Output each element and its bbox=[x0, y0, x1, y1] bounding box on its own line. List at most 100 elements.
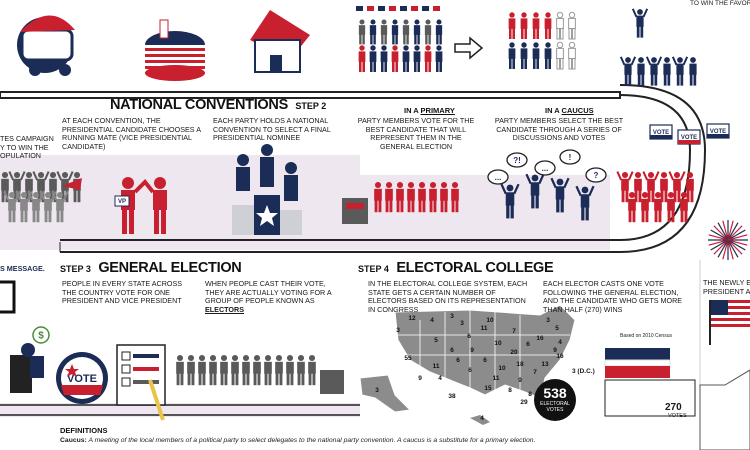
ballot-box-icon bbox=[342, 198, 368, 224]
electoral-total-badge bbox=[534, 379, 576, 421]
left-fragment-line3: OPULATION bbox=[0, 151, 42, 161]
state-electoral-number: 10 bbox=[498, 365, 506, 372]
state-electoral-number: 6 bbox=[467, 333, 471, 340]
state-electoral-number: 6 bbox=[483, 357, 487, 364]
national-conventions-step: STEP 2 bbox=[295, 101, 327, 111]
state-electoral-number: 18 bbox=[516, 361, 524, 368]
result-bars bbox=[604, 348, 696, 417]
state-electoral-number: 13 bbox=[541, 361, 549, 368]
primary-heading: IN A PRIMARY bbox=[404, 106, 455, 115]
state-electoral-number: 6 bbox=[456, 357, 460, 364]
fireworks-icon bbox=[708, 220, 748, 260]
state-electoral-number: 3 bbox=[396, 327, 400, 334]
caucus-group bbox=[500, 173, 595, 221]
primary-prefix: IN A bbox=[404, 106, 419, 115]
vote-sign-text: VOTE bbox=[681, 135, 697, 141]
primary-voters-row bbox=[374, 181, 459, 213]
state-electoral-number: 5 bbox=[434, 337, 438, 344]
state-electoral-number: 16 bbox=[556, 353, 564, 360]
general-election-text-left: PEOPLE IN EVERY STATE ACROSS THE COUNTRY… bbox=[62, 279, 183, 306]
speech-bubble-text: ... bbox=[542, 164, 549, 173]
state-electoral-number: 8 bbox=[508, 387, 512, 394]
primary-text: PARTY MEMBERS VOTE FOR THE BEST CANDIDAT… bbox=[357, 116, 475, 151]
speech-bubble-text: ?! bbox=[513, 156, 521, 165]
electoral-total-label: ELECTORAL VOTES bbox=[534, 401, 576, 413]
state-electoral-number: 9 bbox=[553, 347, 557, 354]
dollar-sign: $ bbox=[38, 331, 44, 342]
left-fragment-line2: Y TO WIN THE bbox=[0, 142, 49, 152]
speech-bubble-text: ... bbox=[495, 173, 502, 182]
definition-caucus: Caucus: A meeting of the local members o… bbox=[60, 437, 535, 444]
definition-term: Caucus: bbox=[60, 437, 87, 444]
speech-bubbles: ...?!!...? bbox=[487, 149, 607, 185]
crowd-left bbox=[1, 171, 82, 223]
win-number: 270 bbox=[665, 402, 682, 413]
state-electoral-number: 11 bbox=[433, 363, 440, 370]
state-electoral-number: 5 bbox=[555, 325, 559, 332]
state-electoral-number: 15 bbox=[484, 385, 492, 392]
state-electoral-number: 9 bbox=[518, 377, 522, 384]
newly-fragment-line2: PRESIDENT A bbox=[703, 286, 750, 296]
definitions-heading: DEFINITIONS bbox=[60, 426, 108, 435]
state-electoral-number: 6 bbox=[450, 347, 454, 354]
dollar-icon bbox=[32, 326, 50, 344]
census-note: Based on 2010 Census bbox=[620, 333, 672, 339]
newly-fragment-line1: THE NEWLY EL bbox=[703, 278, 750, 287]
vote-sign-text: VOTE bbox=[653, 130, 669, 136]
speech-bubble-text: ! bbox=[569, 153, 572, 162]
national-conventions-heading: NATIONAL CONVENTIONS STEP 2 bbox=[110, 96, 326, 114]
electoral-college-step: STEP 4 bbox=[358, 264, 389, 274]
general-election-text-right-body: WHEN PEOPLE CAST THEIR VOTE, THEY ARE AC… bbox=[205, 279, 332, 306]
state-electoral-number: 4 bbox=[430, 317, 434, 324]
vote-signs: VOTE VOTE VOTE bbox=[649, 123, 730, 145]
electoral-total-number: 538 bbox=[543, 385, 567, 401]
arrow-right-icon bbox=[454, 36, 484, 60]
state-electoral-number: 9 bbox=[418, 375, 422, 382]
us-map bbox=[359, 304, 576, 425]
state-electoral-number: 3 bbox=[546, 317, 550, 324]
dc-label: 3 (D.C.) bbox=[572, 368, 595, 375]
state-electoral-number: 3 bbox=[375, 387, 379, 394]
crowd-top bbox=[356, 6, 697, 86]
state-electoral-number: 10 bbox=[486, 317, 494, 324]
vote-button-label: VOTE bbox=[67, 373, 97, 385]
vp-figures bbox=[114, 177, 167, 234]
general-election-heading: STEP 3 GENERAL ELECTION bbox=[60, 259, 242, 277]
top-illustrations bbox=[17, 10, 310, 81]
electoral-college-heading: STEP 4 ELECTORAL COLLEGE bbox=[358, 259, 554, 277]
caucus-name: CAUCUS bbox=[561, 106, 594, 115]
state-electoral-number: 12 bbox=[408, 315, 416, 322]
state-electoral-number: 38 bbox=[448, 393, 456, 400]
state-electoral-number: 3 bbox=[450, 313, 454, 320]
state-electoral-number: 10 bbox=[494, 340, 502, 347]
state-electoral-number: 29 bbox=[520, 399, 528, 406]
definition-text: A meeting of the local members of a poli… bbox=[88, 437, 536, 444]
left-fragment-line1: TES CAMPAIGN bbox=[0, 134, 54, 143]
state-electoral-number: 20 bbox=[510, 349, 518, 356]
newly-fragment: THE NEWLY EL PRESIDENT A bbox=[703, 278, 750, 296]
left-campaign-fragment: TES CAMPAIGN Y TO WIN THE OPULATION bbox=[0, 134, 60, 161]
left-props bbox=[0, 280, 44, 393]
podium bbox=[232, 144, 302, 235]
win-label: VOTES bbox=[668, 413, 687, 419]
electoral-college-text-right: EACH ELECTOR CASTS ONE VOTE FOLLOWING TH… bbox=[543, 279, 683, 314]
state-electoral-number: 3 bbox=[460, 320, 464, 327]
electoral-total-label-2: VOTES bbox=[546, 407, 564, 413]
elector-ballot-box-icon bbox=[320, 370, 344, 394]
state-electoral-number: 11 bbox=[493, 375, 500, 382]
state-electoral-number: 55 bbox=[404, 355, 412, 362]
vote-button-icon: VOTE bbox=[56, 352, 108, 404]
general-election-title: GENERAL ELECTION bbox=[98, 260, 242, 276]
top-right-fragment: TO WIN THE FAVOR OF TH bbox=[690, 0, 750, 7]
ballot-icon bbox=[116, 344, 166, 421]
state-electoral-number: 11 bbox=[481, 325, 488, 332]
state-electoral-number: 7 bbox=[533, 369, 537, 376]
state-electoral-number: 4 bbox=[558, 339, 562, 346]
state-electoral-number: 7 bbox=[512, 328, 516, 335]
conventions-text-right: EACH PARTY HOLDS A NATIONAL CONVENTION T… bbox=[213, 116, 331, 143]
vp-label: VP bbox=[118, 199, 127, 205]
state-electoral-number: 4 bbox=[480, 415, 484, 422]
caucus-prefix: IN A bbox=[545, 106, 560, 115]
